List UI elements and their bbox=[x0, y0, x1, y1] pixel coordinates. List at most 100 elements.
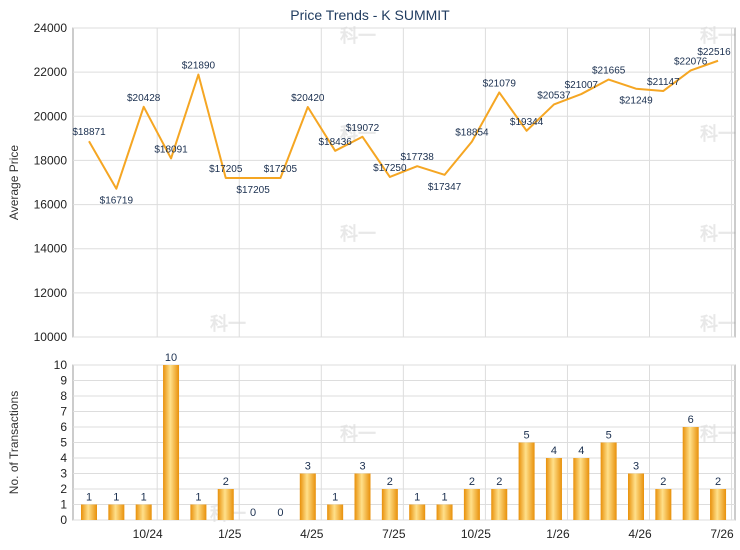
transaction-bar-label: 2 bbox=[715, 476, 721, 488]
transaction-bar-label: 1 bbox=[141, 492, 147, 504]
x-tick-label: 4/26 bbox=[628, 527, 652, 541]
x-tick-label: 7/26 bbox=[710, 527, 734, 541]
transaction-bar-label: 2 bbox=[469, 476, 475, 488]
transaction-bar bbox=[463, 489, 480, 520]
price-series-line bbox=[88, 59, 719, 190]
transaction-bar bbox=[436, 504, 453, 520]
price-point-label: $21007 bbox=[565, 80, 599, 91]
line-y-tick-label: 22000 bbox=[34, 65, 68, 79]
bar-y-axis-title: No. of Transactions bbox=[7, 391, 21, 494]
line-y-tick-label: 20000 bbox=[34, 109, 68, 123]
transaction-bar-label: 4 bbox=[578, 445, 584, 457]
transaction-bar bbox=[600, 442, 617, 520]
price-point-label: $19072 bbox=[346, 123, 380, 134]
price-point-label: $21249 bbox=[619, 96, 653, 107]
x-tick-label: 7/25 bbox=[382, 527, 406, 541]
transaction-bar-label: 4 bbox=[551, 445, 557, 457]
transaction-bar bbox=[108, 504, 125, 520]
transaction-bar-label: 1 bbox=[195, 492, 201, 504]
transaction-bar-label: 6 bbox=[688, 414, 694, 426]
line-plot-frame bbox=[72, 27, 736, 338]
bar-y-tick-label: 2 bbox=[60, 482, 67, 496]
watermark: 科一 bbox=[340, 423, 376, 445]
price-point-label: $17738 bbox=[401, 152, 435, 163]
transaction-bar bbox=[381, 489, 398, 520]
transaction-bar bbox=[135, 504, 152, 520]
transaction-bar-label: 1 bbox=[441, 492, 447, 504]
line-y-tick-label: 16000 bbox=[34, 198, 68, 212]
price-point-label: $21890 bbox=[182, 61, 216, 72]
x-tick-label: 10/24 bbox=[133, 527, 163, 541]
transaction-bar-label: 2 bbox=[387, 476, 393, 488]
bar-y-tick-label: 4 bbox=[60, 451, 67, 465]
transaction-bar bbox=[628, 473, 644, 520]
price-point-label: $16719 bbox=[100, 196, 134, 207]
line-y-tick-label: 14000 bbox=[34, 242, 68, 256]
transaction-bar bbox=[655, 489, 672, 520]
watermark: 科一 bbox=[700, 423, 736, 445]
transaction-bar-label: 1 bbox=[86, 492, 92, 504]
bar-y-tick-label: 1 bbox=[60, 498, 67, 512]
transaction-bar bbox=[354, 473, 371, 520]
watermark: 科一 bbox=[700, 123, 736, 145]
bar-y-tick-label: 0 bbox=[60, 513, 67, 527]
transaction-bar-label: 5 bbox=[524, 430, 530, 442]
transaction-bar bbox=[163, 365, 180, 520]
transaction-bar bbox=[682, 427, 699, 520]
transaction-bar bbox=[190, 504, 207, 520]
price-point-label: $20428 bbox=[127, 93, 161, 104]
watermark: 科一 bbox=[700, 223, 736, 245]
transaction-bar bbox=[710, 489, 727, 520]
transaction-bar-label: 2 bbox=[496, 476, 502, 488]
price-point-label: $21079 bbox=[483, 78, 517, 89]
transaction-bar-label: 10 bbox=[165, 352, 177, 364]
line-y-tick-label: 18000 bbox=[34, 153, 68, 167]
transaction-bar bbox=[573, 458, 590, 520]
transaction-bar-label: 1 bbox=[332, 492, 338, 504]
line-y-tick-label: 24000 bbox=[34, 21, 68, 35]
bar-y-tick-label: 5 bbox=[60, 436, 67, 450]
line-y-tick-label: 10000 bbox=[34, 330, 68, 344]
bar-y-tick-label: 9 bbox=[60, 374, 67, 388]
x-tick-label: 4/25 bbox=[300, 527, 324, 541]
price-point-label: $18091 bbox=[154, 144, 188, 155]
bar-y-tick-label: 6 bbox=[60, 420, 67, 434]
transaction-bar bbox=[491, 489, 508, 520]
transaction-bar bbox=[518, 442, 535, 520]
price-point-label: $21665 bbox=[592, 66, 626, 77]
watermark: 科一 bbox=[700, 313, 736, 335]
watermark: 科一 bbox=[700, 25, 736, 47]
transaction-bar bbox=[409, 504, 426, 520]
transaction-bar bbox=[299, 473, 316, 520]
transaction-bar bbox=[327, 504, 344, 520]
price-point-label: $18871 bbox=[72, 127, 106, 138]
bar-y-tick-label: 7 bbox=[60, 405, 67, 419]
transaction-bar-label: 1 bbox=[414, 492, 420, 504]
transaction-bar-label: 0 bbox=[250, 507, 256, 519]
bar-y-tick-label: 3 bbox=[60, 467, 67, 481]
price-point-label: $17205 bbox=[264, 164, 298, 175]
price-point-label: $21147 bbox=[647, 77, 680, 88]
transaction-bar-label: 2 bbox=[660, 476, 666, 488]
chart-title: Price Trends - K SUMMIT bbox=[290, 7, 450, 23]
bar-y-tick-label: 10 bbox=[54, 358, 68, 372]
transaction-bar-label: 3 bbox=[633, 461, 639, 473]
price-point-label: $22076 bbox=[674, 56, 708, 67]
transaction-bar-label: 3 bbox=[305, 461, 311, 473]
price-point-label: $17205 bbox=[236, 185, 270, 196]
watermark: 科一 bbox=[340, 25, 376, 47]
line-y-tick-label: 12000 bbox=[34, 286, 68, 300]
x-tick-label: 1/25 bbox=[218, 527, 242, 541]
watermark: 科一 bbox=[210, 313, 246, 335]
transaction-bar bbox=[545, 458, 562, 520]
transaction-bar-label: 0 bbox=[277, 507, 283, 519]
price-point-label: $20537 bbox=[537, 90, 571, 101]
transaction-bar bbox=[81, 504, 97, 520]
transaction-bar bbox=[217, 489, 234, 520]
watermark: 科一 bbox=[340, 223, 376, 245]
line-y-axis-title: Average Price bbox=[7, 145, 21, 220]
transaction-bar-label: 1 bbox=[113, 492, 119, 504]
price-point-label: $18854 bbox=[455, 128, 489, 139]
